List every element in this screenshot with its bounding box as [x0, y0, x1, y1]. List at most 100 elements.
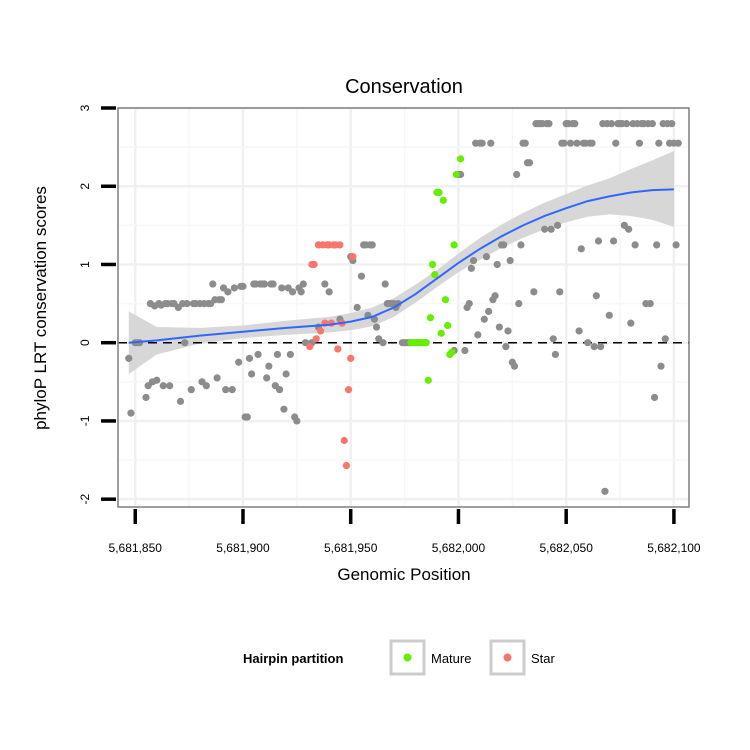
point-other [465, 299, 473, 308]
point-other [176, 397, 185, 405]
point-other [661, 335, 669, 343]
point-other [668, 120, 676, 128]
point-other [276, 386, 284, 394]
point-other [474, 331, 482, 339]
point-other [213, 374, 221, 382]
point-star [347, 354, 355, 362]
point-other [491, 292, 499, 300]
point-other [627, 319, 635, 327]
legend-marker-star [503, 653, 512, 662]
y-tick-label: 1 [78, 261, 92, 268]
point-other [243, 413, 251, 421]
point-other [247, 370, 256, 378]
point-other [153, 376, 161, 384]
point-other [299, 280, 307, 288]
point-mature [424, 376, 432, 384]
point-other [282, 370, 290, 378]
point-star [344, 386, 353, 394]
point-other [297, 288, 305, 296]
point-other [607, 120, 616, 128]
smooth-layer [128, 188, 674, 344]
point-other [485, 307, 493, 316]
point-other [541, 225, 549, 233]
point-other [500, 241, 508, 249]
point-other [525, 159, 534, 167]
point-other [181, 339, 189, 347]
point-other [588, 139, 596, 147]
point-star [312, 335, 320, 343]
y-tick-label: 2 [78, 183, 92, 190]
point-other [469, 256, 478, 265]
point-star [316, 327, 325, 335]
point-other [368, 241, 376, 249]
point-other [245, 354, 254, 362]
point-other [517, 241, 525, 249]
point-other [480, 315, 488, 323]
point-other [202, 382, 210, 390]
point-other [573, 139, 581, 147]
point-other [597, 343, 605, 351]
point-other [560, 139, 568, 147]
legend-marker-mature [403, 653, 412, 662]
point-other [674, 139, 682, 147]
point-other [166, 382, 174, 390]
point-other [293, 417, 301, 425]
y-axis-label: phyloP LRT conservation scores [31, 186, 50, 430]
point-other [127, 409, 135, 417]
point-star [306, 343, 314, 351]
point-other [510, 362, 519, 370]
point-other [577, 245, 585, 253]
x-tick-label: 5,681,950 [324, 541, 378, 555]
point-other [612, 139, 620, 147]
point-other [183, 299, 191, 308]
plot-border [117, 107, 690, 508]
x-tick-label: 5,681,900 [216, 541, 270, 555]
point-other [530, 288, 538, 296]
point-other [502, 343, 510, 351]
point-other [372, 323, 381, 331]
point-other [609, 237, 618, 245]
point-mature [441, 296, 450, 304]
point-mature [439, 196, 447, 204]
point-other [217, 296, 226, 304]
point-other [187, 386, 195, 394]
point-other [353, 303, 361, 312]
x-axis-label: Genomic Position [337, 565, 470, 584]
x-tick-label: 5,682,000 [432, 541, 486, 555]
chart-title: Conservation [345, 76, 463, 98]
point-other [646, 299, 654, 308]
point-other [273, 350, 282, 359]
y-tick-label: -2 [78, 494, 92, 505]
point-other [286, 350, 294, 359]
point-other [590, 343, 598, 351]
point-other [381, 280, 389, 288]
point-star [334, 345, 342, 353]
point-other [260, 280, 269, 288]
axes: 5,681,850 5,681,900 5,681,950 5,682,000 5,68… [78, 104, 701, 555]
point-other [594, 237, 603, 245]
point-mature [437, 329, 445, 337]
point-other [584, 339, 592, 347]
point-other [461, 346, 469, 355]
point-other [601, 487, 609, 495]
x-tick-label: 5,681,850 [109, 541, 163, 555]
point-other [521, 139, 529, 147]
point-other [254, 350, 262, 359]
point-star [349, 253, 357, 261]
point-other [263, 374, 271, 382]
point-other [547, 225, 555, 233]
point-other [650, 393, 659, 402]
point-mature [435, 188, 443, 197]
point-other [265, 362, 273, 370]
point-other [478, 139, 486, 147]
point-other [551, 350, 560, 359]
point-other [672, 241, 680, 249]
x-tick-label: 5,682,100 [647, 541, 701, 555]
point-other [625, 225, 633, 233]
point-star [340, 436, 348, 445]
point-other [278, 284, 286, 292]
point-other [235, 358, 243, 366]
point-mature [450, 241, 458, 249]
